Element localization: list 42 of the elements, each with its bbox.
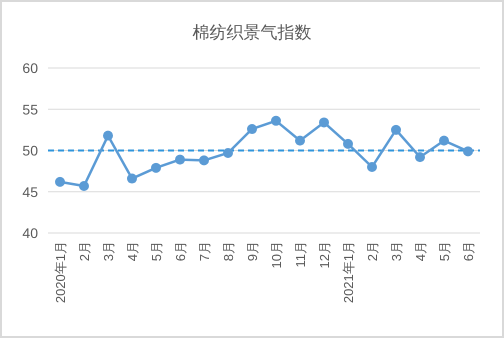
point [271,116,281,126]
point [79,180,89,191]
x-tick-label: 7月 [197,241,212,262]
point [127,174,137,184]
point [391,124,401,135]
point [367,162,377,172]
y-tick-label: 60 [22,60,38,76]
x-tick-label: 3月 [389,241,404,262]
x-tick-label: 4月 [413,241,428,262]
x-tick-label: 6月 [461,241,476,262]
x-tick-label: 9月 [245,241,260,262]
point [175,154,185,165]
x-tick-label: 2月 [77,241,92,262]
point [151,162,161,173]
point [223,148,233,158]
x-tick-label: 2020年1月 [53,241,68,304]
x-tick-label: 5月 [149,241,164,262]
point [103,130,113,141]
x-tick-label: 5月 [437,241,452,262]
x-tick-label: 12月 [317,241,332,268]
point [343,138,353,149]
y-tick-label: 40 [22,225,38,241]
point [439,136,449,146]
point [415,152,425,162]
point [295,136,305,146]
point [319,117,329,128]
point [247,124,257,134]
x-tick-label: 4月 [125,241,140,262]
x-tick-label: 11月 [293,241,308,268]
x-tick-label: 6月 [173,241,188,262]
x-tick-label: 2021年1月 [341,241,356,304]
point [199,155,209,166]
x-tick-label: 8月 [221,241,236,262]
point [463,146,473,156]
chart-title: 棉纺织景气指数 [192,23,312,42]
point [55,176,65,187]
y-tick-label: 50 [22,142,38,158]
y-tick-label: 55 [22,101,38,118]
x-tick-label: 2月 [365,241,380,262]
x-tick-label: 3月 [101,241,116,262]
y-tick-label: 45 [22,184,38,200]
x-tick-label: 10月 [269,241,284,268]
